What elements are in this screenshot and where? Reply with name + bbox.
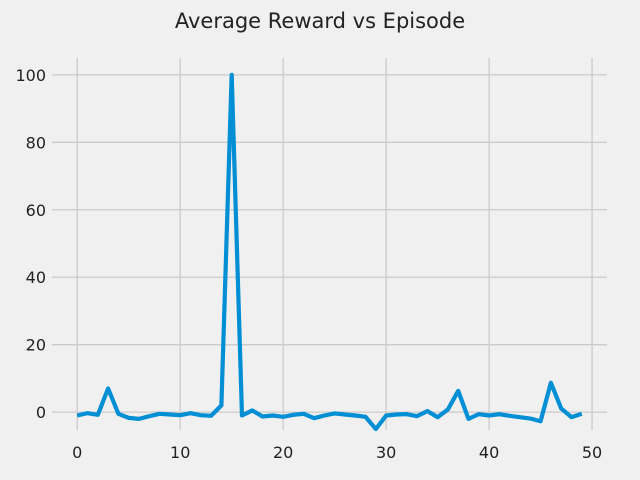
y-tick-label: 100 [15, 66, 46, 85]
y-tick-label: 0 [36, 403, 46, 422]
y-tick-label: 60 [26, 201, 46, 220]
tick-labels: 0 10 20 30 40 50 0 20 40 60 80 100 [15, 66, 602, 462]
x-tick-label: 0 [72, 443, 82, 462]
chart-title: Average Reward vs Episode [175, 9, 465, 33]
reward-series-line [76, 72, 583, 432]
grid [52, 58, 607, 430]
y-tick-label: 40 [26, 268, 46, 287]
y-tick-label: 80 [26, 133, 46, 152]
x-tick-label: 50 [582, 443, 602, 462]
x-tick-label: 30 [376, 443, 396, 462]
y-tick-label: 20 [26, 336, 46, 355]
x-tick-label: 20 [273, 443, 293, 462]
series-layer [76, 72, 583, 432]
x-tick-label: 10 [170, 443, 190, 462]
x-tick-label: 40 [479, 443, 499, 462]
